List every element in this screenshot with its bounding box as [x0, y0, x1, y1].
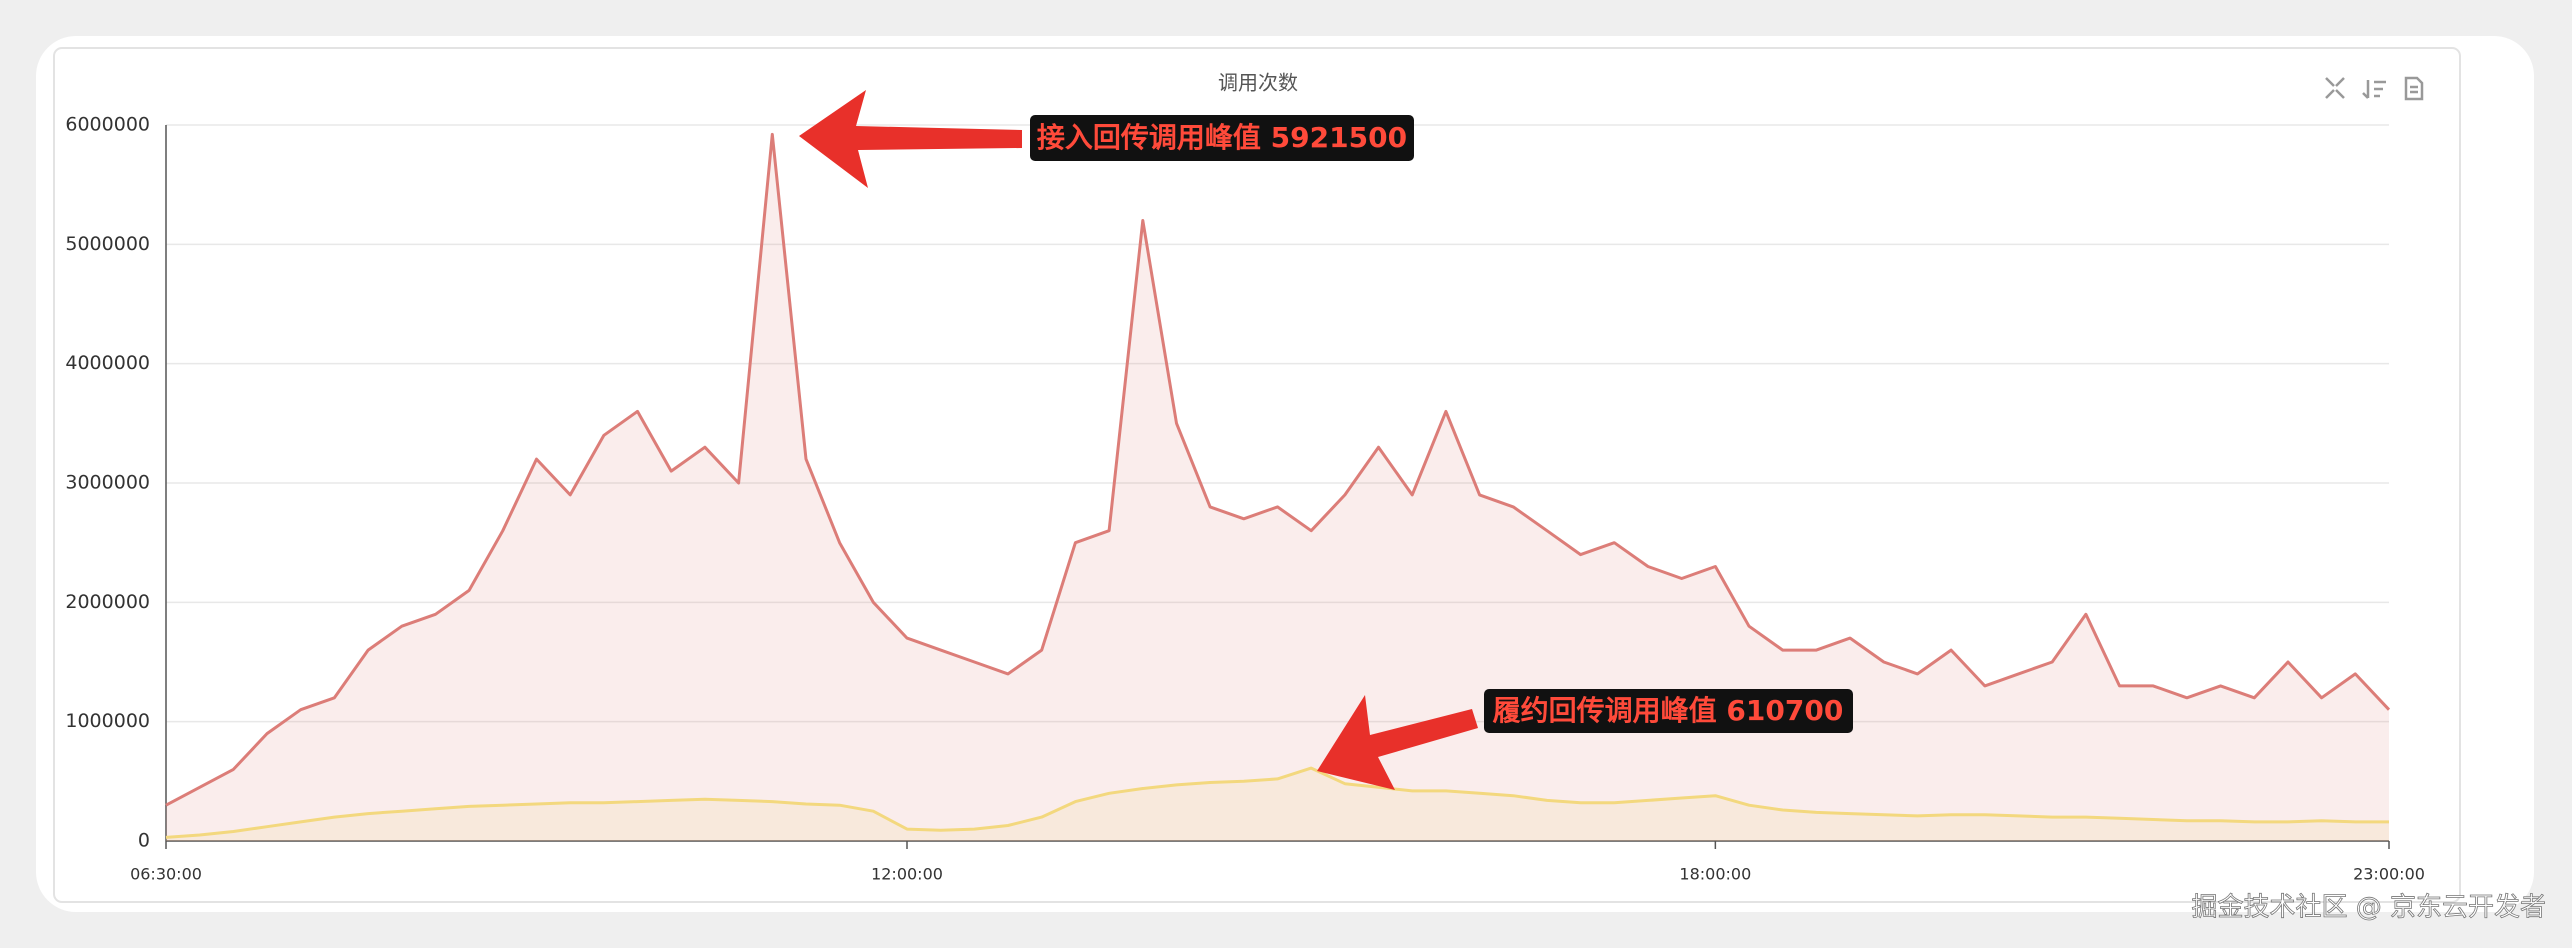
chart-frame: [53, 47, 2461, 903]
y-tick-label: 1000000: [65, 710, 150, 732]
x-tick-label: 18:00:00: [1679, 865, 1751, 884]
arrow: [799, 90, 1022, 188]
y-tick-label: 5000000: [65, 233, 150, 255]
y-tick-label: 2000000: [65, 591, 150, 613]
line: [165, 132, 2391, 807]
zoom-icon[interactable]: [2325, 77, 2345, 99]
x-tick-label: 06:30:00: [130, 865, 202, 884]
watermark: 掘金技术社区 @ 京东云开发者: [2191, 893, 2546, 923]
y-tick-label: 0: [138, 830, 150, 852]
line: [165, 766, 2389, 839]
area: [166, 768, 2389, 841]
chart-title: 调用次数: [1218, 71, 1298, 95]
sort-icon[interactable]: [2362, 80, 2386, 99]
data-view-icon[interactable]: [2404, 76, 2424, 101]
x-tick-label: 12:00:00: [871, 865, 943, 884]
area: [166, 134, 2389, 841]
annotation-box: [1484, 689, 1853, 733]
y-tick-label: 3000000: [65, 472, 150, 494]
x-tick-label: 23:00:00: [2353, 865, 2425, 884]
arrow: [1317, 695, 1478, 790]
annotation: 履约回传调用峰值 610700: [1493, 694, 1844, 727]
annotation: 接入回传调用峰值 5921500: [1037, 121, 1407, 154]
toolbox: [2325, 76, 2424, 101]
y-tick-label: 4000000: [65, 352, 150, 374]
y-tick-label: 6000000: [65, 114, 150, 136]
annotation-box: [1030, 115, 1414, 161]
